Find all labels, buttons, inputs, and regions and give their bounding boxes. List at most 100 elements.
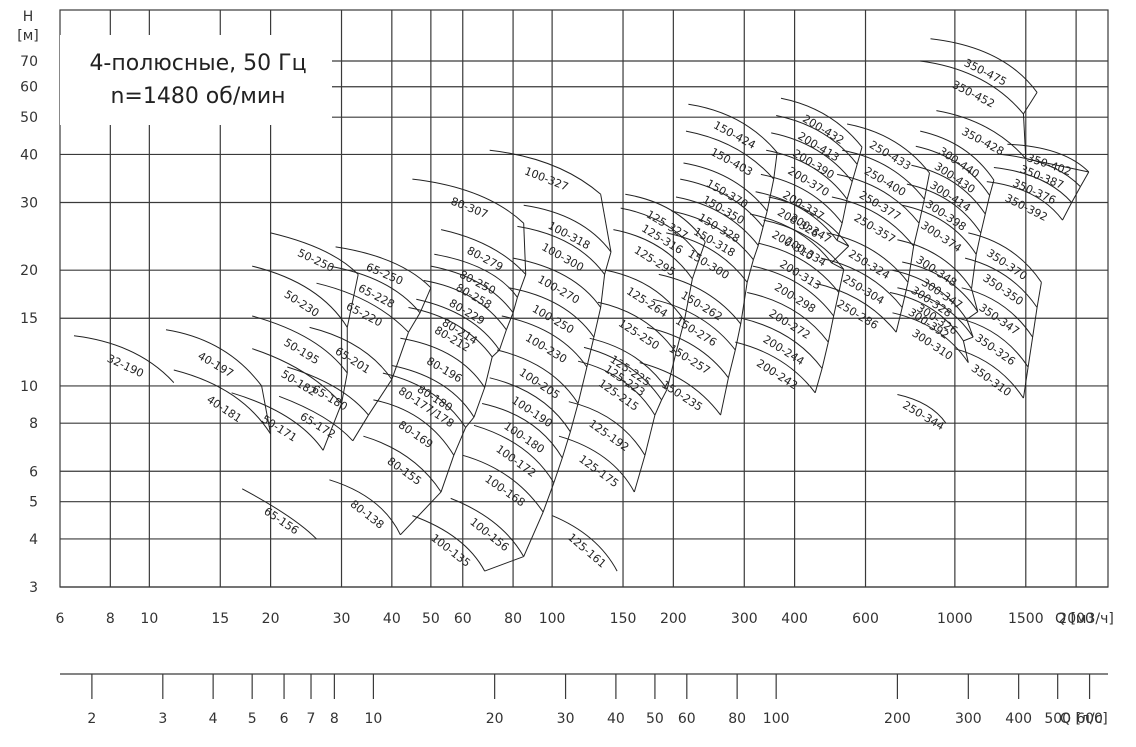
pump-curve-350-428 [936,110,1027,160]
x-tick-label: 600 [852,611,879,627]
pump-curve-100-230 [501,315,588,368]
x2-tick-label: 8 [330,711,339,727]
x2-tick-label: 10 [364,711,382,727]
range-line-100 [593,307,602,338]
x2-tick-label: 400 [1005,711,1032,727]
range-line-250 [901,282,909,308]
pump-curve-300-374 [902,204,977,255]
range-line-125 [691,256,701,279]
range-line-200 [821,342,829,369]
range-line-150 [720,377,729,416]
pump-curve-80-250 [434,253,518,298]
pump-curve-200-310 [749,213,832,264]
pump-curve-200-334 [763,219,845,270]
pump-curve-350-387 [1000,153,1081,187]
pump-curve-65-220 [316,282,409,333]
range-line-125 [644,414,656,456]
x2-tick-label: 6 [280,711,289,727]
x-tick-label: 40 [383,611,401,627]
pump-curve-350-370 [968,232,1042,283]
range-line-200 [836,223,843,241]
chart-title-line-1: 4-полюсные, 50 Гц [89,51,306,76]
range-line-125 [661,389,668,401]
range-line-350 [1071,186,1081,203]
curve-label-100-327: 100-327 [523,165,571,194]
pump-curve-100-205 [496,349,579,404]
curve-label-40-197: 40-197 [196,349,236,380]
pump-curve-80-258 [430,265,514,314]
range-line-150 [746,259,754,283]
pump-curve-125-192 [568,401,646,456]
x-axis-title: Q [м3/ч] [1055,611,1114,627]
x-tick-label: 15 [211,611,229,627]
range-line-100 [523,511,544,557]
x2-tick-label: 100 [763,711,790,727]
pump-curve-200-370 [766,149,848,200]
x2-tick-label: 30 [557,711,575,727]
curve-label-100-205: 100-205 [517,366,563,402]
pump-curve-80-138 [329,479,401,536]
range-line-100 [569,403,579,432]
range-line-65 [419,287,432,313]
curve-label-350-310: 350-310 [969,362,1014,399]
pump-curve-150-328 [675,196,759,246]
range-line-150 [727,349,736,378]
y-tick-label: 4 [29,532,38,548]
pump-curve-50-195 [252,315,348,374]
y-axis-title-h: H [23,9,34,25]
pump-curve-80-155 [363,435,442,493]
pump-curve-250-433 [847,123,930,174]
pump-curve-200-347 [768,196,850,247]
x-tick-label: 8 [106,611,115,627]
y-tick-label: 40 [20,147,38,163]
y-tick-label: 6 [29,464,38,480]
pump-curve-80-177/178 [382,372,467,428]
x-tick-label: 150 [610,611,637,627]
curve-label-100-135: 100-135 [429,531,473,569]
pump-curve-125-295 [613,229,693,280]
range-line-350 [1022,113,1027,159]
range-line-100 [586,336,595,368]
pump-curve-250-324 [826,232,909,283]
curve-label-80-307: 80-307 [449,195,490,221]
curve-label-50-195: 50-195 [281,336,321,367]
x2-axis-title: Q [л/с] [1060,711,1108,727]
range-line-125 [633,455,646,493]
x2-tick-label: 80 [728,711,746,727]
pump-curve-100-180 [481,403,563,459]
pump-curve-200-244 [741,317,823,369]
y-tick-label: 5 [29,495,38,511]
pump-curve-65-250 [335,246,432,289]
pump-curve-40-181 [173,369,272,435]
pump-curve-350-350 [964,257,1038,308]
x-tick-label: 10 [140,611,158,627]
pump-curve-350-376 [993,167,1073,203]
pump-curve-250-344 [897,394,947,424]
range-line-100 [553,457,563,483]
x-tick-label: 30 [333,611,351,627]
range-line-100 [542,482,555,513]
range-line-350 [1027,336,1034,368]
pump-curve-150-262 [658,273,742,325]
pump-curve-200-242 [735,341,816,394]
range-line-300 [966,319,974,338]
x2-tick-label: 500 [1044,711,1071,727]
range-line-200 [827,315,835,343]
x-tick-label: 300 [731,611,758,627]
curve-label-100-168: 100-168 [482,472,527,509]
curve-label-50-230: 50-230 [282,288,322,320]
pump-curve-250-357 [831,196,914,247]
range-line-80 [465,416,475,428]
x-tick-label: 50 [422,611,440,627]
x-tick-label: 400 [781,611,808,627]
x-tick-label: 6 [56,611,65,627]
pump-curve-125-215 [577,360,656,416]
range-line-200 [831,245,850,264]
range-line-200 [838,269,845,293]
pump-curve-125-264 [605,269,685,321]
pump-curve-350-310 [954,348,1024,399]
range-line-250 [913,223,920,247]
range-line-100 [577,366,588,404]
y-tick-label: 50 [20,110,38,126]
x-tick-label: 1500 [1008,611,1044,627]
